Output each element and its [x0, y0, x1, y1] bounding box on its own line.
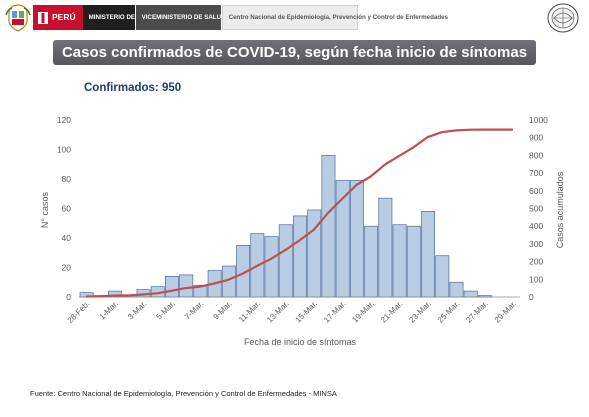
x-tick-label: 19-Mar. [350, 299, 376, 325]
bar-13-Mar. [278, 224, 293, 298]
y-tick-label: 60 [62, 204, 72, 214]
y2-tick-label: 700 [529, 168, 543, 178]
x-tick-label: 9-Mar. [211, 299, 233, 321]
center-label: Centro Nacional de Epidemiología, Preven… [221, 5, 448, 30]
x-tick-label: 3-Mar. [126, 299, 148, 321]
y2-tick-label: 800 [529, 150, 543, 160]
x-tick-label: 11-Mar. [237, 299, 262, 324]
bar-20-Mar. [378, 197, 393, 298]
bar-18-Mar. [349, 180, 364, 298]
y2-tick-label: 100 [529, 274, 543, 284]
bar-12-Mar. [264, 236, 279, 298]
country-label: PERÚ [52, 11, 76, 22]
viceministry-label: VICEMINISTERIO DE SALUD PÚBLICA [135, 5, 255, 30]
y2-tick-label: 400 [529, 221, 543, 231]
bar-21-Mar. [392, 224, 407, 298]
x-tick-label: 21-Mar. [379, 299, 405, 325]
source-note: Fuente: Centro Nacional de Epidemiología… [30, 389, 337, 398]
bar-26-Mar. [463, 290, 478, 298]
x-axis-title: Fecha de inicio de síntomas [244, 337, 357, 347]
bar-16-Mar. [321, 155, 336, 298]
y-tick-label: 40 [62, 233, 72, 243]
y-tick-label: 20 [62, 263, 72, 273]
header: PERÚ MINISTERIO DE SALUD VICEMINISTERIO … [0, 0, 589, 36]
x-tick-label: 17-Mar. [322, 299, 348, 325]
ministry-label: MINISTERIO DE SALUD [82, 5, 158, 30]
bar-25-Mar. [449, 281, 464, 298]
flag-icon [38, 11, 48, 24]
y2-tick-label: 300 [529, 239, 543, 249]
bar-22-Mar. [406, 225, 421, 298]
y2-tick-label: 500 [529, 204, 543, 214]
y-tick-label: 120 [57, 115, 71, 125]
seal-logo-icon [547, 3, 579, 33]
page-title: Casos confirmados de COVID-19, según fec… [53, 40, 536, 65]
y-tick-label: 100 [57, 145, 71, 155]
y-axis-title: N° casos [40, 191, 50, 228]
x-tick-label: 23-Mar. [407, 299, 433, 325]
bar-14-Mar. [293, 215, 307, 298]
confirmed-count: Confirmados: 950 [84, 82, 182, 94]
coat-of-arms-icon [5, 4, 31, 32]
y-tick-label: 80 [62, 174, 72, 184]
x-tick-label: 7-Mar. [183, 299, 205, 321]
x-tick-label: 25-Mar. [436, 299, 462, 325]
bar-19-Mar. [364, 225, 379, 298]
y2-tick-label: 1000 [529, 115, 548, 125]
cumulative-line [86, 128, 513, 298]
x-tick-label: 28-Feb. [66, 299, 92, 325]
bar-5-Mar. [165, 276, 179, 298]
x-tick-label: 27-Mar. [464, 299, 490, 325]
x-tick-label: 29-Mar. [493, 299, 519, 325]
bar-23-Mar. [421, 211, 435, 298]
bar-6-Mar. [179, 274, 194, 298]
x-tick-label: 1-Mar. [98, 299, 120, 321]
country-badge: PERÚ [33, 5, 83, 30]
y-tick-label: 0 [66, 292, 71, 302]
bar-24-Mar. [435, 255, 450, 298]
y2-axis-title: Casos acumulados [555, 171, 565, 248]
x-tick-label: 15-Mar. [294, 299, 320, 325]
y2-tick-label: 600 [529, 186, 543, 196]
government-bar: PERÚ MINISTERIO DE SALUD VICEMINISTERIO … [33, 5, 448, 30]
y2-tick-label: 0 [529, 292, 534, 302]
x-tick-label: 5-Mar. [154, 299, 176, 321]
y2-tick-label: 900 [529, 133, 543, 143]
x-tick-label: 13-Mar. [265, 299, 291, 325]
y2-tick-label: 200 [529, 257, 543, 267]
